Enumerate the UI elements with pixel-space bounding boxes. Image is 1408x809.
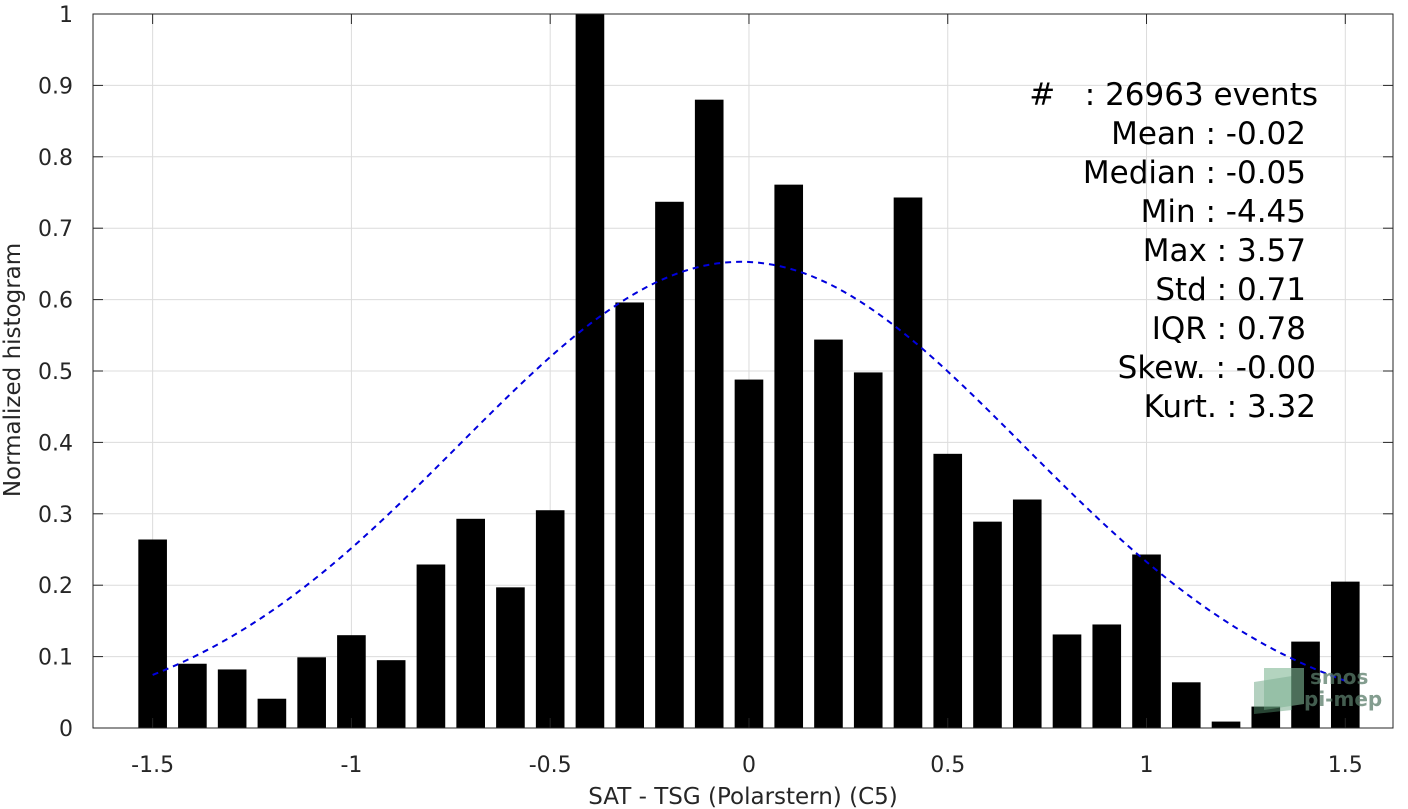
y-tick-label: 0.8 xyxy=(38,146,73,171)
x-axis-ticks: -1.5 -1 -0.5 0 0.5 1 1.5 xyxy=(131,14,1363,778)
histogram-bar xyxy=(1012,499,1042,728)
histogram-bar xyxy=(456,518,485,728)
smos-pimep-logo: smos pi-mep xyxy=(1254,664,1394,714)
stat-kurt: Kurt. : 3.32 xyxy=(1143,389,1316,425)
x-tick-label: -1 xyxy=(340,753,362,778)
y-tick-label: 0.5 xyxy=(38,360,73,385)
x-tick-label: -0.5 xyxy=(529,753,572,778)
histogram-bar xyxy=(615,302,645,728)
x-tick-label: 0.5 xyxy=(930,753,965,778)
histogram-bar xyxy=(257,698,287,728)
x-tick-label: 1.5 xyxy=(1328,753,1363,778)
x-axis-label: SAT - TSG (Polarstern) (C5) xyxy=(588,784,897,809)
logo-text-pimep: pi-mep xyxy=(1304,687,1383,711)
histogram-bar xyxy=(655,201,684,729)
y-tick-label: 0.3 xyxy=(38,503,73,528)
x-tick-label: -1.5 xyxy=(131,753,174,778)
histogram-bar xyxy=(1171,682,1201,728)
histogram-bar xyxy=(853,372,883,728)
stat-std: Std : 0.71 xyxy=(1155,272,1306,308)
histogram-bar xyxy=(774,184,804,728)
histogram-bar xyxy=(535,510,565,728)
y-tick-label: 0 xyxy=(59,717,73,742)
stat-events: # : 26963 events xyxy=(1029,77,1318,113)
stat-iqr: IQR : 0.78 xyxy=(1151,311,1306,347)
y-tick-label: 0.7 xyxy=(38,217,73,242)
histogram-bar xyxy=(973,521,1002,728)
histogram-bar xyxy=(893,197,923,729)
histogram-bar xyxy=(1052,634,1082,728)
normal-fit-curve xyxy=(152,260,1346,682)
x-tick-label: 0 xyxy=(742,753,756,778)
y-tick-label: 0.9 xyxy=(38,74,73,99)
y-tick-label: 1 xyxy=(59,3,73,28)
histogram-bar xyxy=(297,657,326,728)
y-tick-label: 0.2 xyxy=(38,574,73,599)
histogram-bar xyxy=(178,663,207,728)
histogram-bar xyxy=(734,379,764,728)
histogram-bar xyxy=(337,635,366,728)
histogram-bar xyxy=(1251,706,1281,728)
stat-median: Median : -0.05 xyxy=(1082,155,1306,191)
stat-min: Min : -4.45 xyxy=(1140,194,1306,230)
histogram-bar xyxy=(694,99,724,729)
histogram-bar xyxy=(217,669,247,728)
histogram-bar xyxy=(933,453,963,728)
histogram-bars xyxy=(138,14,1360,729)
histogram-bar xyxy=(416,564,446,728)
stat-max: Max : 3.57 xyxy=(1142,233,1306,269)
y-tick-label: 0.6 xyxy=(38,289,73,314)
histogram-bar xyxy=(1211,721,1241,728)
histogram-bar xyxy=(575,14,605,728)
histogram-bar xyxy=(1092,624,1122,728)
histogram-bar xyxy=(1330,581,1360,728)
histogram-bar xyxy=(138,539,167,728)
x-tick-label: 1 xyxy=(1140,753,1154,778)
y-axis-label: Normalized histogram xyxy=(0,243,26,497)
histogram-bar xyxy=(376,660,406,728)
stat-skew: Skew. : -0.00 xyxy=(1117,350,1316,386)
histogram-bar xyxy=(814,339,843,728)
logo-text-smos: smos xyxy=(1310,665,1369,689)
y-axis-ticks: 0 0.1 0.2 0.3 0.4 0.5 0.6 0.7 0.8 0.9 1 xyxy=(38,3,1393,742)
histogram-bar xyxy=(1132,554,1161,728)
histogram-bar xyxy=(496,587,525,728)
y-tick-label: 0.4 xyxy=(38,431,73,456)
y-tick-label: 0.1 xyxy=(38,646,73,671)
stat-mean: Mean : -0.02 xyxy=(1111,116,1306,152)
